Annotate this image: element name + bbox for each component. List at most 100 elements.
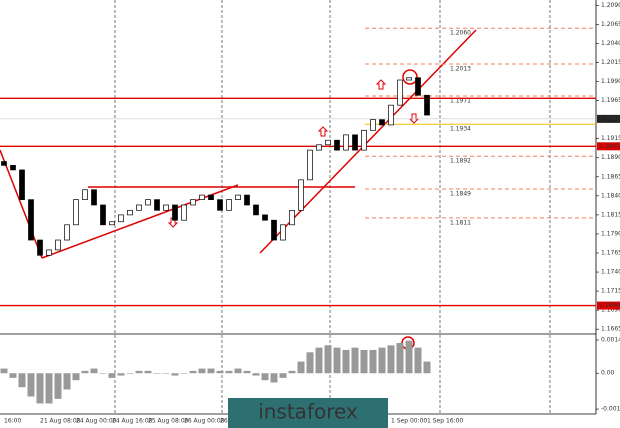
candle-body [379,119,385,126]
y-tick-label: 1.2065 [601,21,620,28]
candle-body [1,161,7,166]
candle-body [253,204,259,216]
y-tick-label: 1.1890 [601,154,620,161]
level-label: 1.1849 [450,190,471,197]
candle-body [154,199,160,211]
candle-body [406,77,412,81]
histogram-bar [342,349,350,374]
candle-body [19,169,25,200]
x-tick-label: 21 Aug 08:00 [40,418,81,425]
histogram-bar [180,373,188,374]
x-tick-label: 16:00 [4,418,21,425]
y-tick-label: -0.00154 [601,406,620,413]
candle-body [145,199,151,206]
price-tag-label: 1.1905 [599,143,620,150]
histogram-bar [387,345,395,374]
histogram-bar [90,368,98,374]
histogram-bar [0,368,8,374]
histogram-bar [216,370,224,374]
histogram-bar [135,370,143,374]
candle-body [55,239,61,251]
histogram-bar [198,368,206,374]
histogram-bar [306,352,314,374]
histogram-bar [162,373,170,374]
level-label: 1.2013 [450,66,471,73]
last-price-label: 1.1941 [599,115,620,122]
candle-body [10,165,16,171]
candle-body [226,199,232,211]
candle-body [415,77,421,96]
histogram-bar [396,342,404,374]
histogram-bar [126,373,134,374]
histogram-bar [36,373,44,404]
histogram-bar [27,373,35,397]
candle-body [82,189,88,200]
y-tick-label: 1.2015 [601,59,620,66]
level-label: 1.2060 [450,30,471,37]
histogram-bar [315,347,323,374]
candle-body [136,204,142,211]
candle-body [100,204,106,226]
histogram-bar [279,373,287,378]
price-tag [597,142,620,151]
x-tick-label: 26 Aug 00:00 [184,418,225,425]
histogram-bar [207,368,215,374]
candle-body [217,199,223,211]
watermark-box [228,398,388,428]
histogram-bar [360,349,368,374]
trend-lines [0,29,477,350]
x-tick-label: 24 Aug 16:00 [112,418,153,425]
histogram-bar [405,340,413,374]
candle-body [397,79,403,106]
price-tag [597,301,620,310]
histogram-bar [171,373,179,376]
histogram-bar [261,373,269,381]
candle-body [28,199,34,241]
y-tick-label: 0.00143 [601,336,620,343]
level-label: 1.1892 [450,158,471,165]
histogram-bar [81,370,89,374]
histogram-bar [72,373,80,381]
candle-body [280,224,286,241]
candle-body [361,129,367,151]
candle-body [343,134,349,151]
candle-body [424,94,430,116]
histogram-bar [252,373,260,376]
level-label: 1.1934 [450,126,471,133]
candle-body [199,194,205,200]
candle-body [325,139,331,146]
histogram-bar [324,345,332,374]
candle-body [316,144,322,151]
candle-body [64,224,70,241]
y-tick-label: 1.1915 [601,135,620,142]
candle-body [109,221,115,226]
candle-body [370,119,376,131]
histogram-bar [378,347,386,374]
candle-body [37,239,43,256]
y-tick-label: 1.1715 [601,288,620,295]
histogram-bar [108,373,116,378]
histogram-bar [9,373,17,378]
y-tick-label: 1.1665 [601,326,620,333]
histogram-bar [153,373,161,374]
histogram-bar [243,370,251,374]
histogram-bar [99,373,107,374]
level-label: 1.1971 [450,98,471,105]
candle-body [307,149,313,181]
y-tick-label: 1.1765 [601,249,620,256]
y-tick-label: 1.2040 [601,40,620,47]
y-tick-label: 1.1990 [601,78,620,85]
x-tick-label: 1 Sep 00:00 [391,418,427,425]
watermark: instaforex [228,398,388,428]
histogram-bar [144,370,152,374]
candle-body [289,209,295,226]
candle-body [73,199,79,226]
histogram-bar [234,368,242,374]
candle-body [298,179,304,211]
x-tick-label: 25 Aug 08:00 [148,418,189,425]
histogram-bar [369,349,377,374]
last-price-tag [597,114,620,123]
candle-body [208,194,214,200]
watermark-text: instaforex [258,400,358,424]
